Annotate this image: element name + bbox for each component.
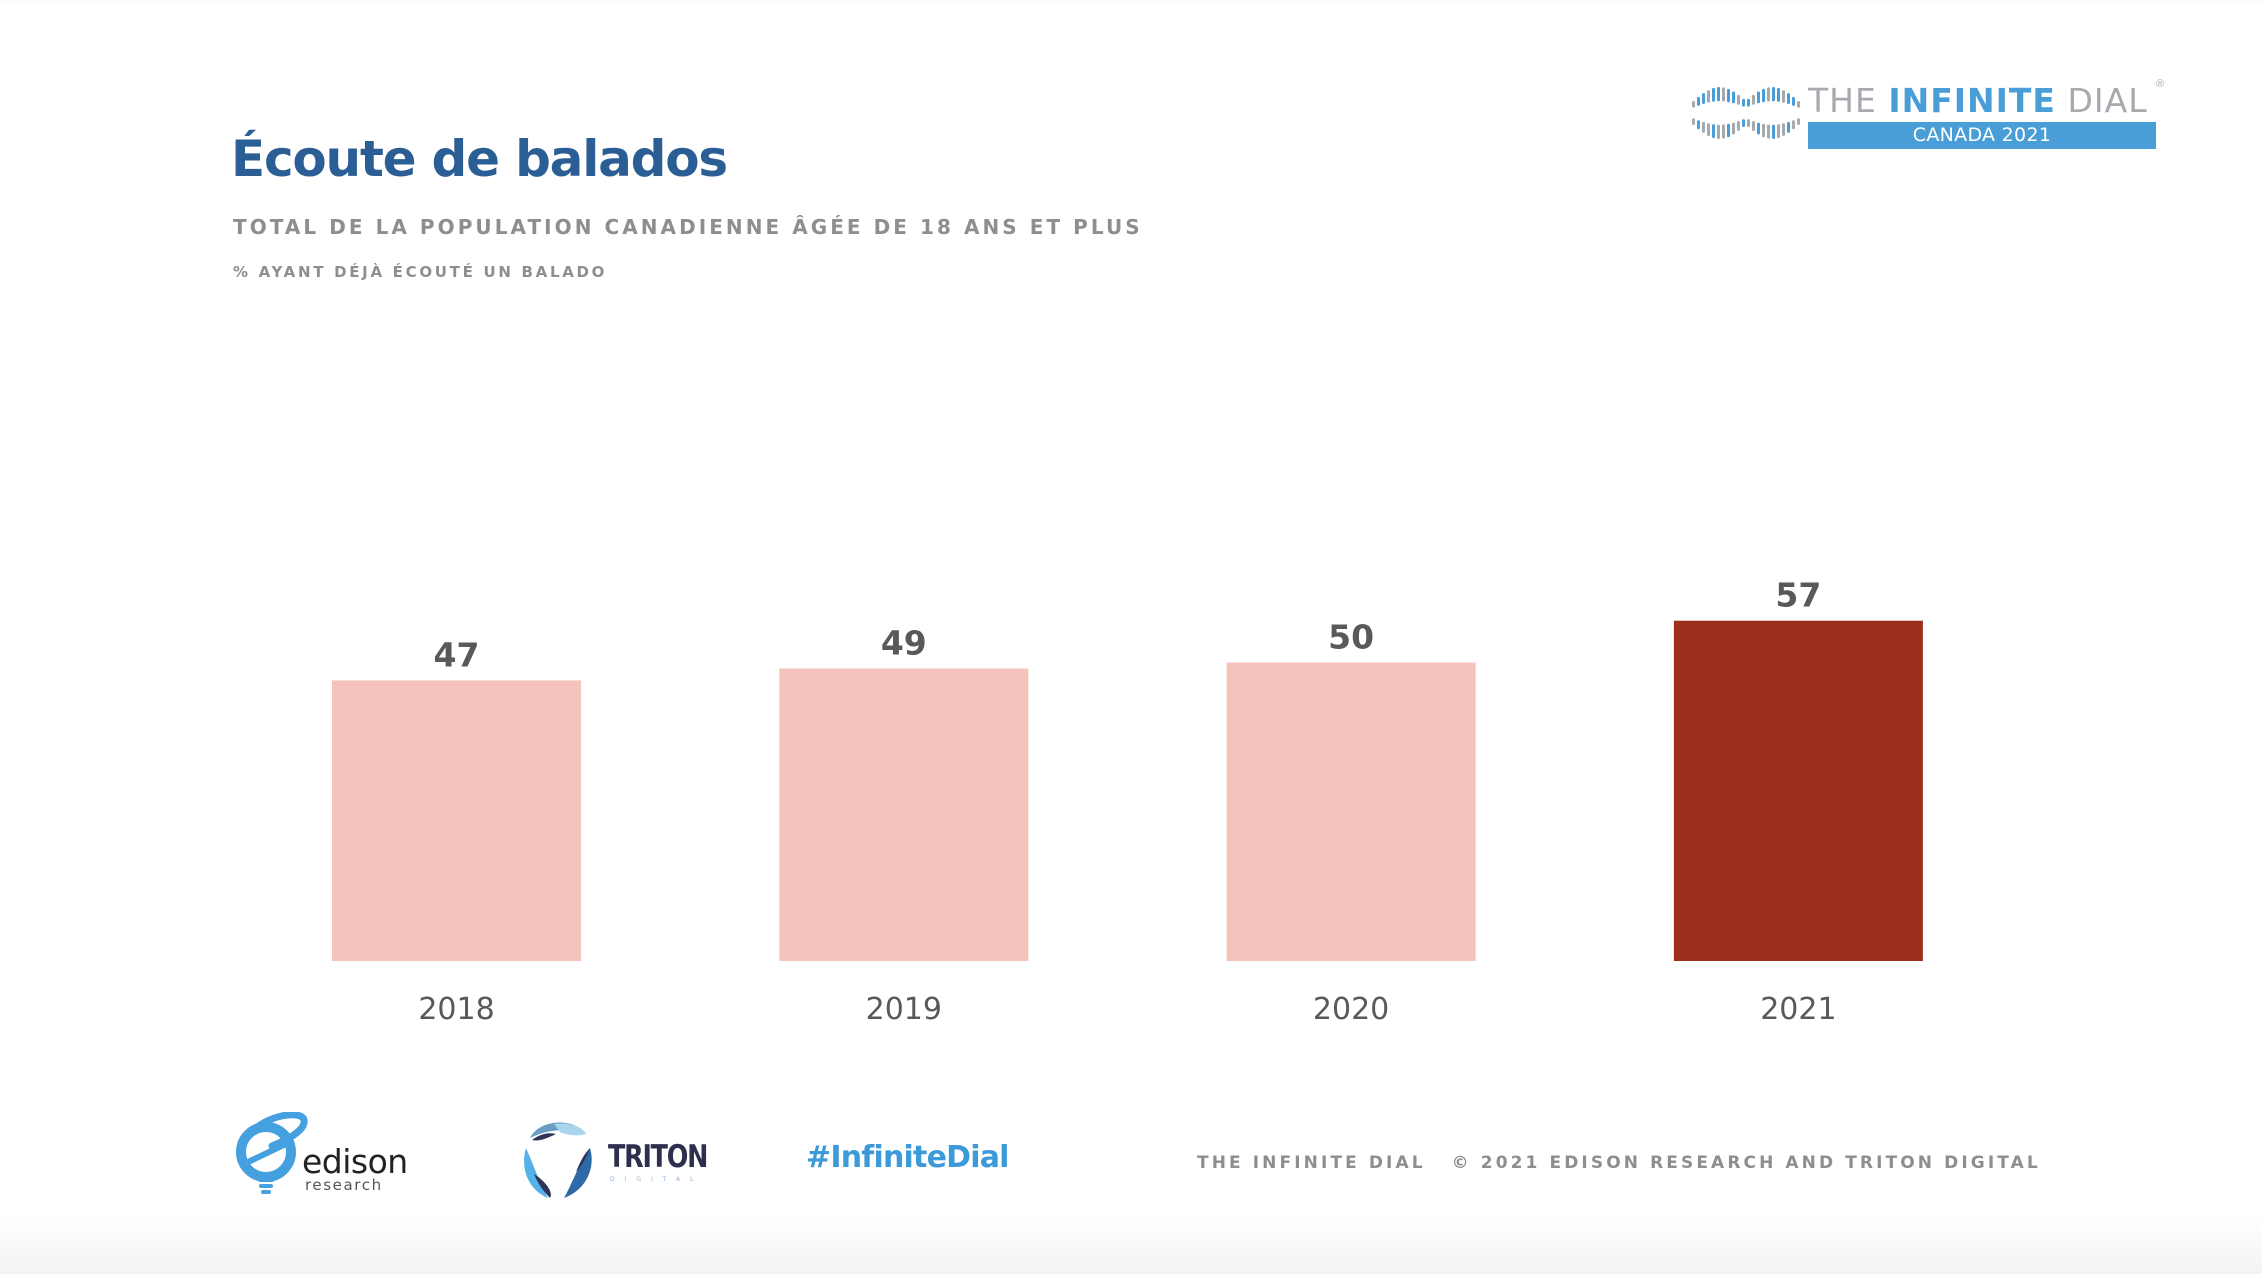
infinity-stripe (1692, 118, 1695, 125)
infinity-stripe (1707, 123, 1710, 136)
infinity-stripe (1737, 94, 1740, 105)
data-label-2020: 50 (1328, 618, 1374, 657)
infinity-stripe (1782, 90, 1785, 103)
infinity-stripe (1767, 124, 1770, 139)
hashtag-link[interactable]: #InfiniteDial (806, 1140, 1009, 1175)
logo-word-infinite: INFINITE (1888, 81, 2056, 120)
triton-digital-logo: TRITON DIGITAL (520, 1118, 730, 1200)
infinity-stripe (1722, 124, 1725, 139)
triton-emblem-icon (524, 1122, 592, 1198)
data-label-2019: 49 (881, 624, 927, 663)
infinity-stripe (1717, 87, 1720, 102)
infinite-dial-logo: THE INFINITE DIAL ® CANADA 2021 (1690, 78, 2170, 154)
infinity-stripe (1757, 91, 1760, 104)
footer-brand: THE INFINITE DIAL (1197, 1153, 1426, 1173)
page-title: Écoute de balados (231, 130, 728, 188)
infinity-stripe (1712, 88, 1715, 102)
logo-word-the: THE (1808, 81, 1889, 120)
x-tick-label-2018: 2018 (418, 992, 494, 1027)
infinity-stripe (1752, 121, 1755, 131)
infinity-stripe (1762, 123, 1765, 138)
logo-edition-band: CANADA 2021 (1808, 122, 2156, 149)
infinity-stripe (1712, 124, 1715, 139)
infinity-stripe (1697, 120, 1700, 130)
infinity-stripe (1757, 122, 1760, 135)
data-label-2021: 57 (1775, 576, 1821, 615)
logo-wordmark: THE INFINITE DIAL (1808, 81, 2148, 121)
infinity-stripe (1752, 94, 1755, 105)
infinity-stripe (1797, 118, 1800, 125)
infinity-stripe (1742, 98, 1745, 107)
infinity-stripe (1707, 90, 1710, 103)
x-tick-label-2019: 2019 (866, 992, 942, 1027)
data-label-2018: 47 (434, 635, 480, 674)
x-tick-label-2021: 2021 (1760, 992, 1836, 1027)
infinity-stripe (1732, 91, 1735, 104)
infinity-stripe (1747, 119, 1750, 127)
chart-metric-label: % AYANT DÉJÀ ÉCOUTÉ UN BALADO (233, 263, 608, 281)
infinity-stripe (1697, 96, 1700, 106)
bar-2020 (1226, 662, 1476, 961)
infinity-stripe (1797, 101, 1800, 108)
infinity-stripe (1727, 88, 1730, 103)
infinity-stripe (1772, 87, 1775, 102)
bar-2019 (779, 668, 1029, 961)
infinity-stripe (1792, 120, 1795, 130)
edison-research-logo: edison research (232, 1112, 422, 1198)
triton-subtitle: DIGITAL (610, 1176, 704, 1183)
infinity-stripe (1742, 119, 1745, 127)
chart-subtitle: TOTAL DE LA POPULATION CANADIENNE ÂGÉE D… (233, 215, 1143, 239)
infinity-stripe (1722, 87, 1725, 102)
infinity-stripe (1777, 124, 1780, 139)
footer-copyright: © 2021 EDISON RESEARCH AND TRITON DIGITA… (1451, 1153, 2041, 1173)
infinity-stripe (1787, 93, 1790, 104)
x-tick-label-2020: 2020 (1313, 992, 1389, 1027)
edison-subtitle: research (305, 1176, 383, 1194)
infinity-stripe (1777, 88, 1780, 102)
infinity-stripe (1727, 123, 1730, 138)
footer-credits: THE INFINITE DIAL © 2021 EDISON RESEARCH … (1197, 1152, 2041, 1174)
infinity-stripe (1702, 93, 1705, 104)
infinity-stripe (1787, 121, 1790, 133)
infinity-stripe (1762, 88, 1765, 103)
infinity-stripe (1692, 101, 1695, 108)
infinity-stripe (1747, 98, 1750, 107)
triton-wordmark: TRITON (608, 1139, 708, 1175)
infinity-stripe (1732, 122, 1735, 135)
edison-wordmark: edison (302, 1142, 408, 1181)
infinity-stripe (1792, 96, 1795, 106)
bar-2021 (1673, 620, 1923, 961)
infinity-stripe (1782, 123, 1785, 136)
infinity-stripe (1702, 121, 1705, 133)
edison-bulb-icon (236, 1112, 308, 1194)
logo-word-dial: DIAL (2055, 81, 2148, 120)
bar-2018 (332, 680, 581, 961)
infinity-icon (1692, 87, 1800, 139)
infinity-stripe (1772, 124, 1775, 139)
registered-mark: ® (2156, 78, 2165, 90)
infinity-stripe (1717, 124, 1720, 139)
infinity-stripe (1767, 87, 1770, 102)
infinity-stripe (1737, 121, 1740, 131)
